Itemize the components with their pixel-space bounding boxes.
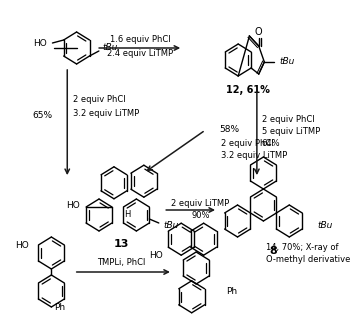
Text: 12, 61%: 12, 61% — [225, 85, 269, 95]
Text: H: H — [125, 210, 131, 219]
Text: HO: HO — [150, 251, 163, 260]
Text: O: O — [255, 27, 262, 37]
Text: 64%: 64% — [262, 140, 280, 149]
Text: 2 equiv PhCl: 2 equiv PhCl — [262, 115, 314, 125]
Text: 3.2 equiv LiTMP: 3.2 equiv LiTMP — [73, 108, 139, 117]
Text: 8: 8 — [269, 246, 277, 256]
Text: HO: HO — [66, 201, 79, 210]
Text: 2 equiv PhCl: 2 equiv PhCl — [73, 95, 126, 105]
Text: 1.6 equiv PhCl: 1.6 equiv PhCl — [110, 36, 170, 45]
Text: 3.2 equiv LiTMP: 3.2 equiv LiTMP — [221, 150, 287, 160]
Text: TMPLi, PhCl: TMPLi, PhCl — [97, 259, 146, 267]
Text: O-methyl derivative: O-methyl derivative — [266, 255, 351, 265]
Text: 2 equiv LiTMP: 2 equiv LiTMP — [171, 198, 229, 208]
Text: tBu: tBu — [103, 44, 118, 52]
Text: 2 equiv PhCl: 2 equiv PhCl — [221, 139, 274, 148]
Text: Ph: Ph — [226, 287, 237, 296]
Text: 2.4 equiv LiTMP: 2.4 equiv LiTMP — [107, 50, 173, 59]
Text: HO: HO — [15, 240, 29, 250]
Text: Ph: Ph — [54, 303, 65, 313]
Text: 13: 13 — [114, 239, 129, 249]
Text: HO: HO — [33, 38, 47, 47]
Text: tBu: tBu — [163, 220, 179, 230]
Text: 14, 70%; X-ray of: 14, 70%; X-ray of — [266, 244, 339, 252]
Text: 65%: 65% — [32, 110, 52, 120]
Text: tBu: tBu — [279, 58, 295, 66]
Text: 58%: 58% — [220, 126, 240, 135]
Text: 5 equiv LiTMP: 5 equiv LiTMP — [262, 128, 320, 136]
Text: 90%: 90% — [191, 211, 210, 220]
Text: tBu: tBu — [317, 222, 333, 231]
